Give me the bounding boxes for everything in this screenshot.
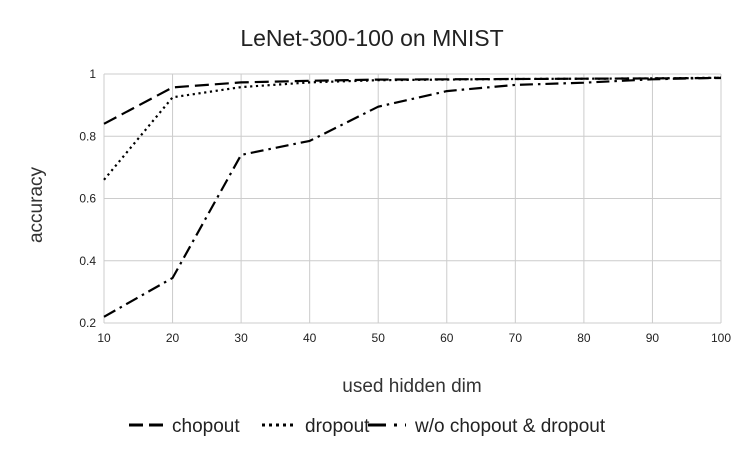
series-group bbox=[103, 76, 722, 318]
y-tick-label: 0.6 bbox=[79, 192, 96, 206]
grid bbox=[103, 73, 722, 324]
series-line-dropout bbox=[103, 76, 722, 181]
x-tick-label: 20 bbox=[166, 331, 180, 345]
series-line-chopout bbox=[103, 76, 722, 125]
y-tick-label: 0.4 bbox=[79, 254, 96, 268]
legend-label: dropout bbox=[305, 416, 370, 437]
y-axis-label: accuracy bbox=[26, 166, 47, 243]
y-axis-ticks: 0.2 0.4 0.6 0.8 1 bbox=[79, 67, 96, 330]
x-tick-label: 10 bbox=[97, 331, 111, 345]
y-tick-label: 1 bbox=[89, 67, 96, 81]
x-tick-label: 40 bbox=[303, 331, 317, 345]
legend: chopout dropout w/o chopout & dropout bbox=[129, 416, 606, 437]
x-tick-label: 80 bbox=[577, 331, 591, 345]
x-tick-label: 70 bbox=[509, 331, 523, 345]
y-tick-label: 0.2 bbox=[79, 316, 96, 330]
legend-label: w/o chopout & dropout bbox=[414, 416, 606, 437]
x-axis-ticks: 10 20 30 40 50 60 70 80 90 100 bbox=[97, 331, 731, 345]
x-tick-label: 50 bbox=[372, 331, 386, 345]
x-tick-label: 90 bbox=[646, 331, 660, 345]
legend-label: chopout bbox=[172, 416, 240, 437]
x-tick-label: 100 bbox=[711, 331, 731, 345]
x-axis-label: used hidden dim bbox=[342, 376, 481, 397]
x-tick-label: 30 bbox=[234, 331, 248, 345]
chart-title: LeNet-300-100 on MNIST bbox=[240, 25, 503, 51]
y-tick-label: 0.8 bbox=[79, 129, 96, 143]
x-tick-label: 60 bbox=[440, 331, 454, 345]
series-line-w-o-chopout-dropout bbox=[103, 76, 722, 318]
